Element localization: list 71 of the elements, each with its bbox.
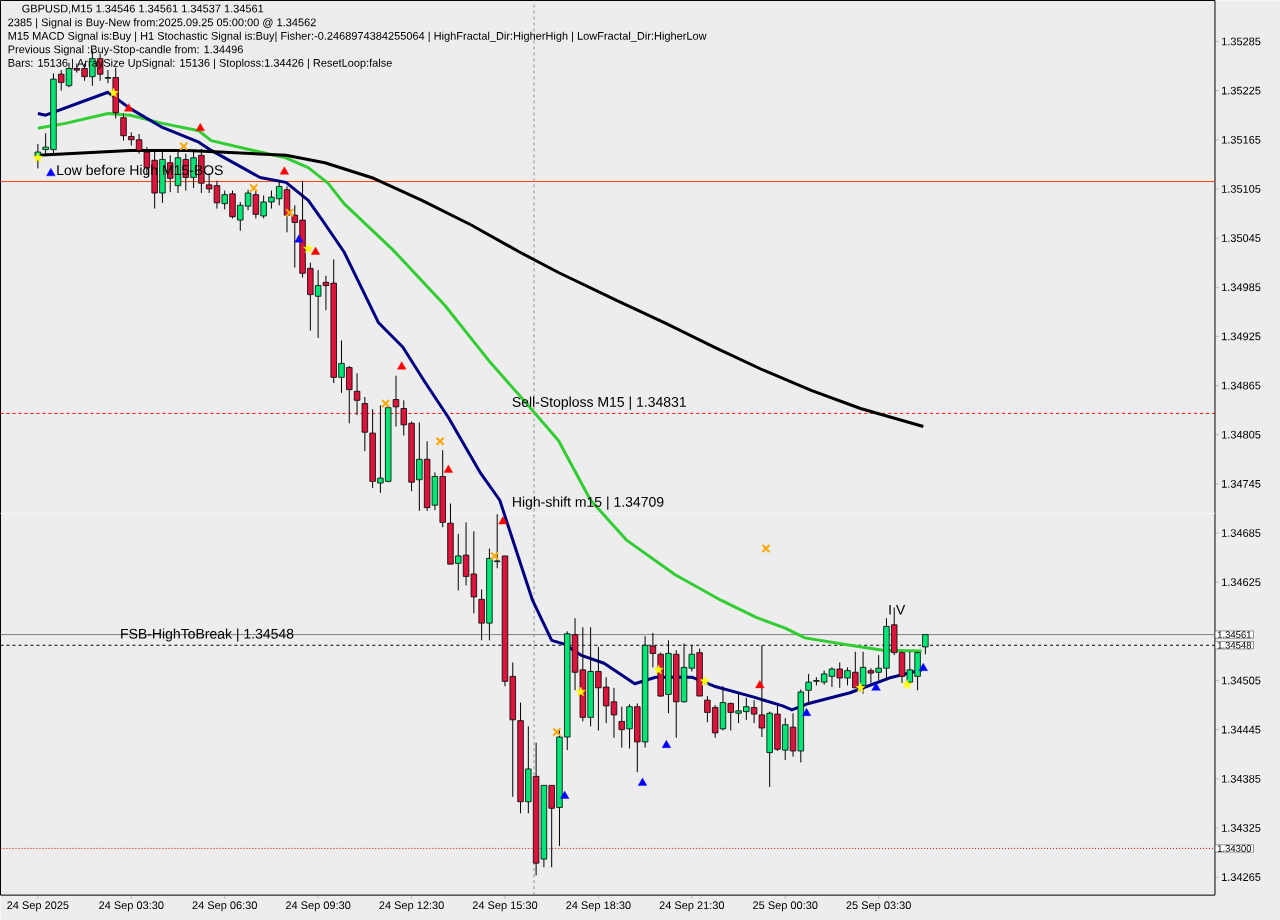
point — [179, 141, 189, 151]
point — [661, 739, 671, 748]
x-tick-label: 25 Sep 03:30 — [846, 901, 911, 912]
x-tick-label: 24 Sep 21:30 — [659, 901, 725, 912]
point — [108, 87, 119, 98]
point — [195, 123, 205, 131]
point — [575, 686, 586, 697]
point — [303, 243, 314, 253]
point — [902, 679, 913, 689]
point — [443, 464, 453, 473]
y-tick-label: 1.34265 — [1222, 873, 1261, 881]
point — [32, 152, 43, 162]
y-tick-label: 1.35105 — [1222, 184, 1261, 193]
annotation: FSB-HighToBreak | 1.34548 — [121, 628, 294, 642]
y-tick-label: 1.34865 — [1222, 381, 1261, 390]
y-tick-label: 1.34745 — [1222, 479, 1261, 488]
point — [855, 682, 866, 693]
point — [435, 436, 445, 446]
y-tick-label: 1.34385 — [1222, 774, 1261, 783]
ref-line-label: 1.34300 — [1217, 845, 1252, 852]
y-tick-label: 1.35225 — [1222, 86, 1261, 95]
point — [381, 398, 391, 409]
point — [801, 708, 812, 716]
y-tick-label: 1.34985 — [1222, 283, 1261, 292]
point — [653, 664, 664, 675]
y-tick-label: 1.34505 — [1222, 676, 1261, 685]
x-tick-label: 24 Sep 15:30 — [472, 901, 538, 912]
x-tick-label: 24 Sep 09:30 — [285, 901, 351, 912]
y-tick-label: 1.35165 — [1222, 135, 1261, 144]
annotation: M15 MACD Signal is:Buy | H1 Stochastic Signal is:Buy| Fisher:-0.2468974384255064 | HighFractal_Dir:HigherHigh | LowFractal_Dir:HigherLow — [8, 31, 707, 42]
x-tick-label: 24 Sep 2025 — [7, 901, 69, 912]
chart-title: GBPUSD,M15 1.34546 1.34561 1.34537 1.34561 — [22, 4, 264, 14]
point — [761, 543, 771, 554]
point — [637, 777, 648, 786]
y-tick-label: 1.35285 — [1222, 37, 1261, 46]
x-tick-label: 25 Sep 00:30 — [753, 901, 818, 912]
point — [285, 208, 295, 218]
y-tick-label: 1.34805 — [1222, 430, 1261, 439]
y-tick-label: 1.34925 — [1222, 332, 1261, 341]
point — [249, 183, 259, 193]
ref-line-label: 1.34561 — [1217, 631, 1252, 638]
x-tick-label: 24 Sep 18:30 — [566, 901, 631, 912]
candlestick — [392, 375, 400, 427]
candlestick — [120, 112, 127, 142]
y-tick-label: 1.34445 — [1222, 725, 1261, 734]
point — [699, 676, 710, 686]
point — [311, 246, 321, 255]
point — [552, 727, 562, 737]
point — [871, 682, 881, 691]
point — [498, 516, 508, 525]
point — [755, 680, 765, 689]
x-tick-label: 24 Sep 06:30 — [192, 901, 257, 912]
y-tick-label: 1.34625 — [1222, 578, 1261, 587]
point — [918, 662, 928, 671]
y-tick-label: 1.34685 — [1222, 529, 1261, 537]
annotation: Previous Signal :Buy-Stop-candle from: 1.34496 — [8, 45, 243, 56]
x-tick-label: 24 Sep 03:30 — [99, 901, 164, 912]
y-tick-label: 1.35045 — [1222, 234, 1261, 242]
point — [124, 103, 134, 112]
candlestick — [353, 372, 361, 416]
point — [279, 166, 289, 175]
point — [397, 361, 407, 370]
point — [46, 168, 56, 176]
annotation: 2385 | Signal is Buy-New from:2025.09.25 05:00:00 @ 1.34562 — [8, 18, 316, 29]
point — [560, 790, 570, 799]
annotation: I V — [889, 604, 906, 615]
x-tick-label: 24 Sep 12:30 — [379, 901, 444, 912]
ref-line-label: 1.34548 — [1217, 641, 1252, 649]
point — [490, 551, 500, 561]
y-tick-label: 1.34325 — [1222, 824, 1261, 832]
point — [294, 234, 304, 243]
